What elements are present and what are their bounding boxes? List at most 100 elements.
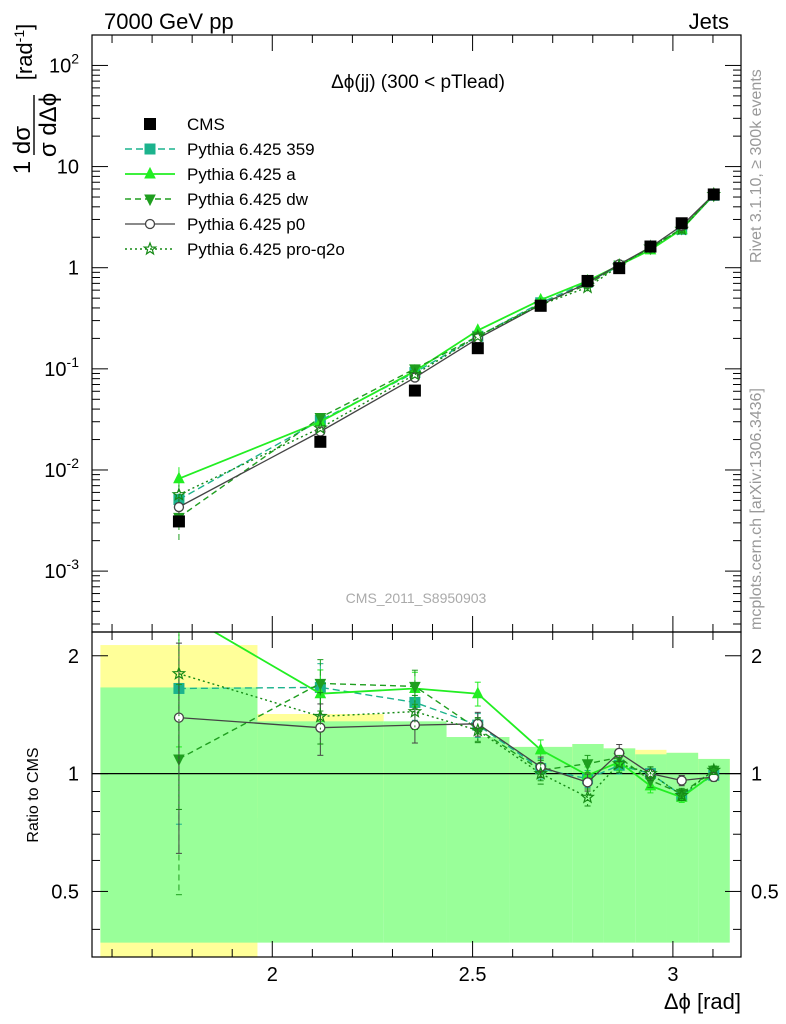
ytick-label-10: 10 [57, 157, 79, 179]
ytick-label-0.001: 10-3 [44, 556, 79, 583]
ytick-label-100: 102 [49, 50, 79, 77]
main-marker-pdw [314, 413, 327, 425]
legend-marker-pp0 [144, 218, 156, 230]
ylabel-unit: [rad-1] [11, 24, 37, 81]
ratio-ylabel: Ratio to CMS [25, 747, 42, 842]
ratio-marker-pp0 [676, 775, 687, 786]
main-marker-cms [581, 274, 594, 287]
ratio-marker-pq2o [407, 703, 423, 718]
legend-item-pp0: Pythia 6.425 p0 [125, 215, 305, 234]
ratio-band-green [446, 737, 510, 943]
ratio-ytick-label-left: 1 [68, 764, 79, 786]
ratio-marker-pp0 [173, 712, 185, 723]
main-series-pq2o [171, 186, 722, 505]
ratio-marker-pq2o [643, 765, 658, 780]
ratio-marker-pq2o [470, 722, 486, 737]
ytick-label-0.01: 10-2 [44, 455, 79, 482]
ratio-series-layer [171, 605, 722, 896]
legend-marker-pq2o [142, 241, 158, 256]
legend-marker-pdw [144, 194, 156, 207]
legend: CMS Pythia 6.425 359 Pythia 6.425 a Pythia … [125, 115, 345, 259]
ylabel-unit-sup: -1 [11, 30, 27, 43]
ylabel-unit-close: ] [12, 24, 37, 30]
ytick-label-0.01-exp: -2 [67, 455, 80, 471]
ratio-marker-pq2o [312, 708, 328, 723]
ratio-xtick-label: 2 [267, 964, 278, 986]
ratio-marker-pdw [409, 681, 421, 694]
ratio-xtick-label: 3 [667, 964, 678, 986]
ratio-xlabel: Δϕ [rad] [664, 989, 741, 1014]
main-marker-pa [173, 471, 185, 484]
ytick-label-10-base: 10 [57, 157, 79, 179]
legend-label-p359: Pythia 6.425 359 [187, 140, 315, 159]
ratio-panel: 2 2 1 1 0.5 0.5 2 2.5 3 Ratio to CMS Δϕ [rad] [25, 605, 779, 1014]
legend-label-pa: Pythia 6.425 a [187, 165, 296, 184]
ratio-ytick-label-right: 1 [751, 764, 762, 786]
main-marker-pq2o [407, 366, 423, 381]
mcplots-label: mcplots.cern.ch [arXiv:1306.3436] [748, 388, 765, 630]
ratio-line-pdw [178, 682, 715, 795]
main-line-pp0 [178, 194, 715, 508]
ylabel-numerator: 1 dσ [9, 126, 36, 174]
main-marker-cms [172, 515, 185, 528]
ratio-marker-pa [174, 605, 184, 615]
ratio-marker-pq2o [580, 789, 595, 804]
ratio-ytick-label-left: 2 [68, 646, 79, 668]
legend-label-pq2o: Pythia 6.425 pro-q2o [187, 240, 345, 259]
ylabel-unit-open: [rad [12, 42, 37, 80]
legend-marker-pa [144, 166, 156, 179]
ratio-marker-pq2o [171, 665, 187, 680]
ytick-label-100-exp: 2 [71, 50, 79, 66]
rivet-label: Rivet 3.1.10, ≥ 300k events [748, 69, 765, 263]
ratio-marker-pdw [581, 759, 594, 771]
ratio-line-p359 [178, 686, 715, 797]
ytick-label-0.001-base: 10 [44, 561, 66, 583]
main-marker-pq2o [470, 328, 486, 343]
main-marker-cms [644, 240, 657, 253]
legend-item-cms: CMS [144, 115, 225, 134]
legend-item-pq2o: Pythia 6.425 pro-q2o [125, 240, 345, 259]
ratio-line-pa [212, 632, 715, 799]
ratio-marker-pa [471, 686, 484, 699]
legend-label-cms: CMS [187, 115, 225, 134]
main-marker-cms [408, 384, 421, 397]
header-right: Jets [689, 9, 729, 34]
main-marker-cms [675, 217, 688, 230]
ytick-label-0.1-exp: -1 [67, 354, 80, 370]
main-series-layer [171, 186, 722, 544]
main-marker-pq2o [312, 420, 328, 435]
header-left: 7000 GeV pp [104, 9, 234, 34]
ytick-label-1: 1 [68, 258, 79, 280]
watermark: CMS_2011_S8950903 [346, 590, 487, 606]
legend-label-pp0: Pythia 6.425 p0 [187, 215, 305, 234]
ratio-marker-pa [534, 742, 547, 755]
legend-item-pdw: Pythia 6.425 dw [125, 190, 309, 209]
ratio-marker-pq2o [674, 787, 690, 802]
ratio-band-green [698, 758, 730, 943]
ratio-ytick-label-right: 0.5 [751, 881, 779, 903]
main-ylabel: 1 dσ σ dΔϕ [rad-1] [9, 24, 62, 174]
main-marker-pp0 [173, 501, 185, 513]
ylabel-denominator: σ dΔϕ [35, 93, 62, 157]
main-marker-cms [707, 188, 720, 201]
main-marker-cms [314, 435, 327, 448]
ratio-band-green [257, 721, 384, 943]
ratio-xtick-label: 2.5 [459, 964, 487, 986]
ratio-axes: 2 2 1 1 0.5 0.5 2 2.5 3 [51, 632, 779, 986]
ratio-marker-pq2o [611, 755, 627, 770]
ytick-label-100-base: 10 [49, 55, 71, 77]
ratio-ytick-label-left: 0.5 [51, 881, 79, 903]
ytick-label-0.1-base: 10 [44, 359, 66, 381]
ratio-marker-pq2o [533, 765, 549, 780]
main-marker-cms [613, 262, 626, 275]
ratio-line-pp0 [178, 716, 714, 784]
main-line-pq2o [178, 194, 715, 496]
ytick-label-1-base: 1 [68, 258, 79, 280]
ratio-marker-pp0 [582, 777, 593, 788]
ytick-label-0.1: 10-1 [44, 354, 79, 381]
ratio-bands [92, 645, 741, 957]
legend-label-pdw: Pythia 6.425 dw [187, 190, 309, 209]
